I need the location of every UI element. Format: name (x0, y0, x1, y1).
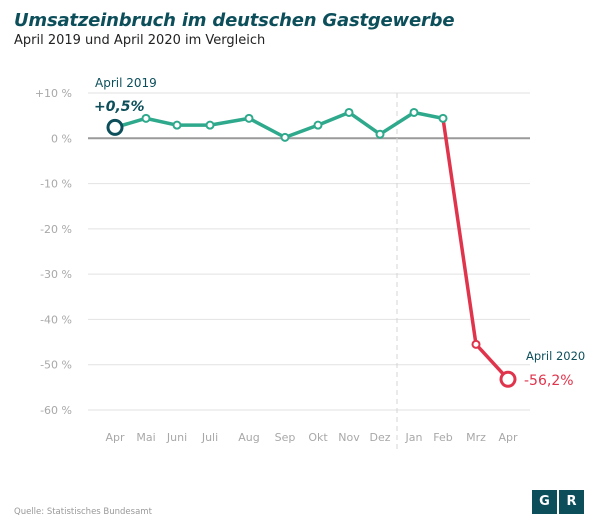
x-tick-label: Feb (433, 431, 452, 444)
chart-subtitle: April 2019 und April 2020 im Vergleich (14, 33, 266, 48)
x-tick-label: Juni (166, 431, 187, 444)
data-point (471, 339, 481, 349)
y-tick-label: -50 % (40, 359, 72, 372)
x-tick-label: Okt (308, 431, 328, 444)
data-point (244, 113, 254, 123)
series-line-2019 (114, 110, 444, 140)
data-point (344, 107, 354, 117)
source-note: Quelle: Statistisches Bundesamt (14, 507, 152, 517)
y-axis: +10 % 0 % -10 % -20 % -30 % -40 % -50 % -60 % (35, 87, 72, 417)
x-tick-label: Juli (201, 431, 218, 444)
series-lines (114, 110, 510, 381)
chart-title: Umsatzeinbruch im deutschen Gastgewerbe (14, 10, 455, 31)
x-tick-label: Apr (498, 431, 518, 444)
data-point (409, 107, 419, 117)
data-point (438, 113, 448, 123)
highlight-point (106, 118, 124, 136)
y-tick-label: -60 % (40, 404, 72, 417)
logo-letter-g: G (532, 490, 557, 514)
y-tick-label: -40 % (40, 313, 72, 326)
annotations: April 2019 +0,5% April 2020 -56,2% (94, 76, 585, 389)
annotation-value: -56,2% (524, 373, 574, 389)
data-point (313, 120, 323, 130)
x-tick-label: Nov (338, 431, 360, 444)
x-axis: Apr Mai Juni Juli Aug Sep Okt Nov Dez Jan Feb Mrz Ap… (105, 431, 518, 444)
data-point (141, 113, 151, 123)
y-tick-label: -30 % (40, 268, 72, 281)
x-tick-label: Apr (105, 431, 125, 444)
x-tick-label: Aug (238, 431, 259, 444)
highlight-point (499, 370, 517, 388)
y-tick-label: -10 % (40, 178, 72, 191)
annotation-value: +0,5% (94, 99, 145, 115)
gr-logo: G R (532, 490, 584, 514)
series-points (141, 107, 481, 349)
logo-letter-r: R (559, 490, 584, 514)
data-point (375, 129, 385, 139)
annotation-label: April 2020 (526, 349, 585, 363)
x-tick-label: Sep (275, 431, 296, 444)
x-tick-label: Mai (136, 431, 155, 444)
x-tick-label: Dez (369, 431, 390, 444)
grid-layer (88, 92, 530, 450)
y-tick-label: +10 % (35, 87, 72, 100)
data-point (172, 120, 182, 130)
x-tick-label: Jan (405, 431, 423, 444)
annotation-label: April 2019 (95, 76, 157, 90)
data-point (280, 132, 290, 142)
data-point (205, 120, 215, 130)
x-tick-label: Mrz (466, 431, 486, 444)
y-tick-label: -20 % (40, 223, 72, 236)
y-tick-label: 0 % (51, 132, 72, 145)
